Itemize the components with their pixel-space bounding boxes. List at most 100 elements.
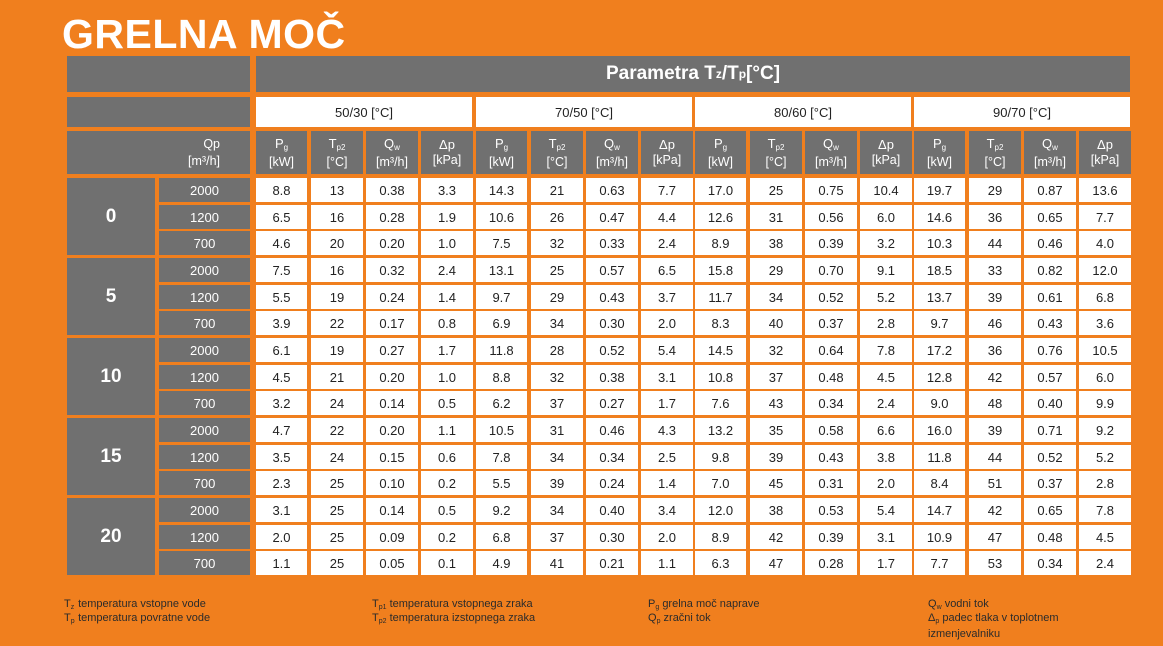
- cell-value: 12.8: [926, 369, 953, 385]
- data-cell: 0.30: [586, 311, 638, 335]
- cell-value: 39: [549, 475, 565, 491]
- data-cell: 9.1: [860, 258, 912, 282]
- cell-value: 11.8: [927, 449, 952, 465]
- cell-value: 0.34: [599, 449, 625, 465]
- cell-value: 35: [768, 422, 784, 438]
- cell-value: 3.8: [876, 449, 896, 465]
- airflow-cell: 2000: [159, 258, 250, 282]
- data-cell: 6.5: [256, 205, 307, 229]
- data-cell: 0.48: [1024, 525, 1076, 549]
- cell-value: 2.0: [272, 529, 291, 545]
- legend-symbol: Qp: [648, 612, 660, 628]
- data-cell: 1.1: [256, 551, 307, 575]
- cell-value: 9.9: [1095, 395, 1115, 411]
- data-cell: 6.0: [860, 205, 912, 229]
- data-cell: 4.7: [256, 418, 307, 442]
- data-cell: 19: [311, 338, 363, 362]
- symbol: Q: [604, 135, 615, 151]
- cell-value: 16: [329, 262, 345, 278]
- cell-value: 0.39: [818, 529, 844, 545]
- data-cell: 19: [311, 285, 363, 309]
- cell-value: 0.75: [818, 182, 844, 198]
- cell-value: 44: [987, 235, 1003, 251]
- data-cell: 13.2: [695, 418, 746, 442]
- legend-subscript: p1: [378, 604, 387, 611]
- cell-value: 10.5: [488, 422, 515, 438]
- cell-value: 0.31: [818, 475, 844, 491]
- data-cell: 0.09: [366, 525, 418, 549]
- data-cell: 11.8: [476, 338, 527, 362]
- data-cell: 7.8: [476, 445, 527, 469]
- parameter-sub-p: p: [738, 67, 747, 81]
- cell-value: 3.5: [272, 449, 291, 465]
- cell-value: 10.4: [873, 182, 899, 198]
- cell-value: 26: [549, 209, 565, 225]
- cell-value: 0.27: [379, 342, 405, 358]
- data-cell: 8.3: [695, 311, 746, 335]
- cell-value: 0.37: [818, 315, 844, 331]
- data-cell: 29: [969, 178, 1021, 202]
- cell-value: 6.1: [272, 342, 291, 358]
- cell-value: 4.5: [1095, 529, 1115, 545]
- cell-value: 4.6: [272, 235, 291, 251]
- cell-value: 12.6: [707, 209, 734, 225]
- cell-value: 0.1: [437, 555, 457, 571]
- data-cell: 3.4: [641, 498, 693, 522]
- data-cell: 3.1: [860, 525, 912, 549]
- data-cell: 3.6: [1079, 311, 1131, 335]
- column-unit: [°C]: [765, 154, 787, 169]
- cell-value: 32: [768, 342, 784, 358]
- data-cell: 10.8: [695, 365, 746, 389]
- data-cell: 3.2: [860, 231, 912, 255]
- column-header: Tp2 [°C]: [311, 131, 363, 174]
- legend-text: vodni tok: [944, 598, 989, 610]
- data-cell: 0.1: [421, 551, 473, 575]
- airflow-cell: 2000: [159, 498, 250, 522]
- data-cell: 1.4: [641, 471, 693, 495]
- cell-value: 0.34: [818, 395, 844, 411]
- cell-value: 5.2: [1095, 449, 1115, 465]
- cell-value: 3.2: [272, 395, 291, 411]
- data-cell: 6.1: [256, 338, 307, 362]
- cell-value: 12.0: [707, 502, 734, 518]
- data-cell: 10.5: [1079, 338, 1131, 362]
- parameter-unit: [°C]: [746, 63, 781, 84]
- cell-value: 0.76: [1037, 342, 1063, 358]
- cell-value: 3.9: [272, 315, 291, 331]
- data-cell: 3.2: [256, 391, 307, 415]
- legend-text: grelna moč naprave: [662, 598, 760, 610]
- data-cell: 4.5: [860, 365, 912, 389]
- data-cell: 14.6: [914, 205, 965, 229]
- data-cell: 13: [311, 178, 363, 202]
- data-cell: 37: [531, 525, 583, 549]
- cell-value: 13: [329, 182, 345, 198]
- column-symbol: Qw: [823, 136, 839, 155]
- cell-value: 0.30: [599, 315, 625, 331]
- data-cell: 6.9: [476, 311, 527, 335]
- data-cell: 0.21: [586, 551, 638, 575]
- data-cell: 1.1: [421, 418, 473, 442]
- symbol-subscript: p2: [994, 142, 1004, 152]
- cell-value: 0.5: [437, 502, 457, 518]
- cell-value: 0.20: [379, 369, 405, 385]
- symbol: T: [767, 135, 776, 151]
- cell-value: 24: [329, 395, 345, 411]
- cell-value: 4.0: [1095, 235, 1115, 251]
- cell-value: 29: [768, 262, 784, 278]
- cell-value: 51: [987, 475, 1003, 491]
- symbol: P: [713, 135, 723, 151]
- cell-value: 0.40: [1037, 395, 1063, 411]
- symbol-subscript: g: [283, 142, 289, 152]
- data-cell: 1.7: [421, 338, 473, 362]
- cell-value: 1.9: [437, 209, 457, 225]
- column-header: Pg [kW]: [914, 131, 965, 174]
- cell-value: 14.7: [926, 502, 953, 518]
- cell-value: 42: [987, 502, 1003, 518]
- airflow-value: 2000: [190, 262, 219, 278]
- data-cell: 25: [311, 471, 363, 495]
- data-cell: 41: [531, 551, 583, 575]
- cell-value: 0.65: [1037, 209, 1063, 225]
- data-cell: 13.1: [476, 258, 527, 282]
- cell-value: 4.3: [657, 422, 677, 438]
- column-unit: [m³/h]: [815, 154, 847, 169]
